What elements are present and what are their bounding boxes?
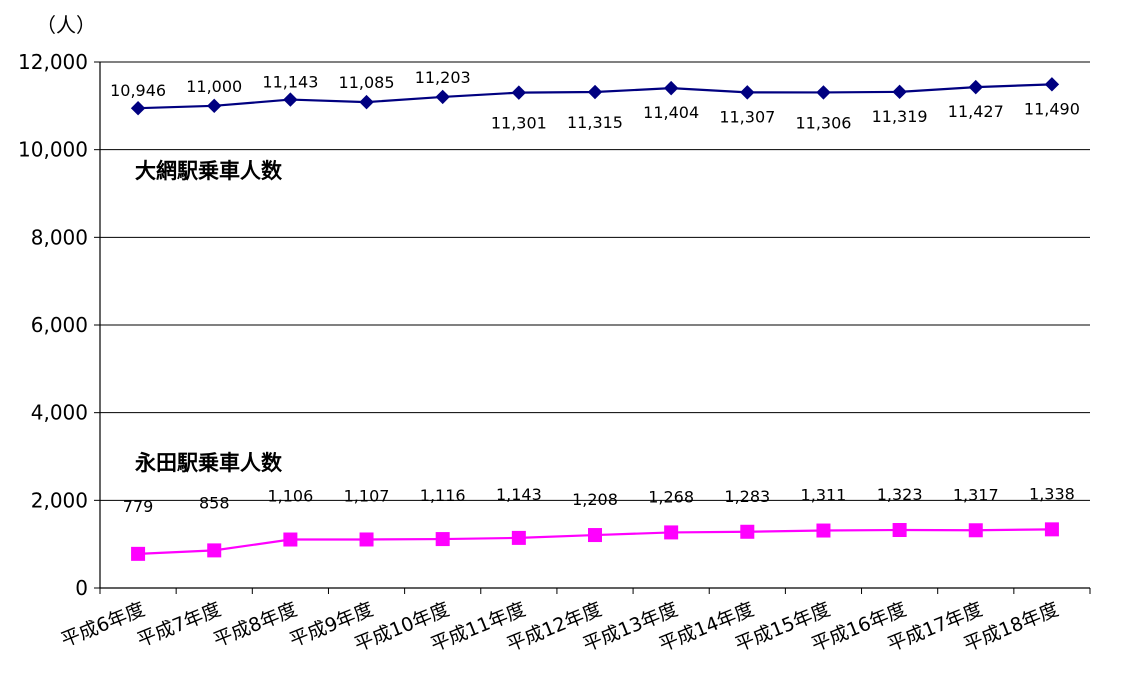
data-label: 1,116: [420, 486, 466, 505]
data-point-marker: [131, 546, 146, 561]
y-tick-label: 10,000: [18, 138, 88, 162]
data-label: 11,143: [262, 73, 318, 92]
y-tick-label: 6,000: [31, 313, 88, 337]
x-tick-labels: 平成6年度平成7年度平成8年度平成9年度平成10年度平成11年度平成12年度平成…: [58, 598, 1062, 656]
data-label: 11,319: [872, 107, 928, 126]
data-label: 11,315: [567, 113, 623, 132]
data-point-marker: [588, 528, 602, 543]
data-point-marker: [663, 80, 679, 96]
data-label: 1,338: [1029, 484, 1075, 503]
data-point-marker: [740, 85, 755, 100]
data-label: 11,306: [795, 113, 851, 132]
data-point-marker: [968, 523, 983, 538]
data-point-marker: [816, 85, 831, 100]
data-point-marker: [207, 98, 222, 114]
data-label: 1,317: [953, 485, 999, 504]
axes: [94, 61, 1091, 594]
data-point-marker: [207, 543, 222, 558]
series-name-label: 大網駅乗車人数: [135, 159, 283, 183]
series-lines: [138, 83, 1052, 555]
data-point-marker: [892, 523, 907, 538]
data-label: 858: [199, 493, 230, 512]
data-point-marker: [892, 84, 907, 100]
gridlines: [100, 61, 1090, 501]
data-point-marker: [283, 532, 298, 547]
y-tick-labels: 0 2,000 4,000 6,000 8,000 10,000 12,000: [18, 50, 88, 600]
data-point-marker: [359, 532, 374, 547]
data-label: 11,490: [1024, 99, 1080, 118]
data-label: 10,946: [110, 81, 166, 100]
data-label: 1,208: [572, 490, 618, 509]
data-point-marker: [664, 525, 679, 540]
data-label: 11,404: [643, 103, 699, 122]
data-label: 1,283: [724, 487, 770, 506]
y-axis-unit-label: （人）: [36, 13, 96, 37]
data-point-marker: [283, 92, 298, 107]
y-tick-label: 0: [75, 576, 88, 600]
series-markers: [130, 77, 1060, 561]
data-label: 1,143: [496, 485, 542, 504]
data-point-marker: [740, 524, 755, 539]
y-tick-label: 4,000: [31, 401, 88, 425]
data-point-marker: [511, 530, 526, 545]
y-tick-label: 12,000: [18, 50, 88, 74]
data-label: 1,107: [344, 486, 390, 505]
data-label: 11,427: [948, 102, 1004, 121]
data-label: 779: [123, 497, 154, 516]
data-point-marker: [130, 100, 146, 116]
x-tick-label: 平成6年度: [58, 598, 148, 651]
data-label: 1,268: [648, 487, 694, 506]
data-point-marker: [435, 532, 450, 547]
data-label: 11,085: [339, 73, 395, 92]
data-labels: 10,946 11,000 11,143 11,085 11,203 11,301 11,3…: [110, 68, 1080, 516]
data-label: 11,203: [415, 68, 471, 87]
y-tick-label: 8,000: [31, 225, 88, 249]
data-point-marker: [968, 79, 983, 95]
data-label: 1,311: [801, 486, 847, 505]
data-label: 11,307: [719, 107, 775, 126]
x-tick-label: 平成7年度: [134, 598, 224, 651]
series-name-label: 永田駅乗車人数: [134, 451, 283, 475]
data-point-marker: [511, 85, 527, 100]
data-label: 1,323: [877, 485, 923, 504]
data-point-marker: [359, 94, 374, 110]
data-point-marker: [435, 89, 450, 105]
data-label: 11,000: [186, 77, 242, 96]
data-label: 11,301: [491, 114, 547, 133]
x-tick-label: 平成8年度: [210, 598, 300, 651]
data-point-marker: [816, 523, 831, 538]
data-label: 1,106: [267, 487, 313, 506]
y-tick-label: 2,000: [31, 488, 88, 512]
data-point-marker: [587, 84, 603, 100]
data-point-marker: [1044, 77, 1060, 92]
data-point-marker: [1044, 522, 1059, 537]
